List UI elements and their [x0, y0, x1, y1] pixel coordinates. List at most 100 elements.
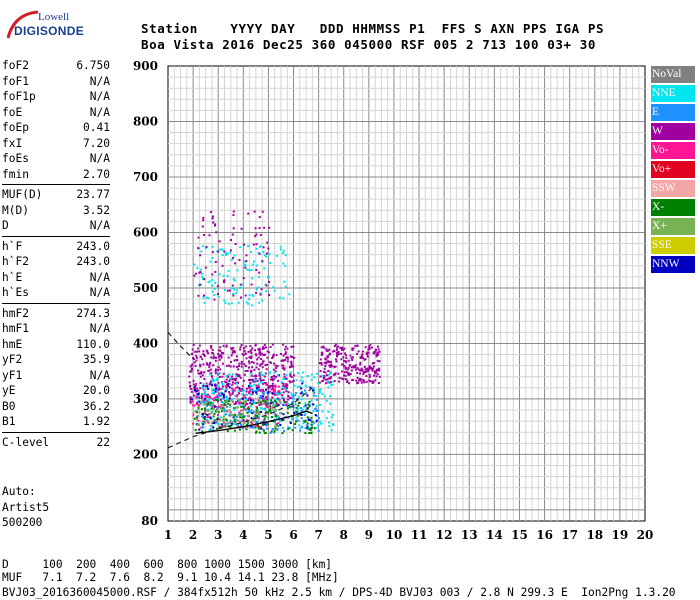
echo-point	[274, 370, 277, 373]
echo-point	[226, 252, 229, 255]
echo-point	[365, 380, 368, 383]
echo-point	[253, 420, 256, 423]
echo-point	[247, 350, 250, 353]
echo-point	[359, 357, 362, 360]
echo-point	[373, 361, 376, 364]
echo-point	[231, 421, 234, 424]
echo-point	[243, 363, 246, 366]
echo-point	[224, 424, 227, 427]
echo-point	[366, 351, 369, 354]
echo-point	[258, 252, 261, 255]
logo-line1: Lowell	[38, 11, 70, 23]
echo-point	[309, 403, 312, 406]
echo-point	[196, 393, 199, 396]
echo-point	[262, 354, 265, 357]
echo-point	[301, 408, 304, 411]
echo-point	[265, 424, 268, 427]
echo-point	[225, 253, 228, 256]
echo-point	[226, 402, 229, 405]
echo-point	[306, 426, 309, 429]
echo-point	[302, 371, 305, 374]
param-value: N/A	[89, 74, 110, 88]
param-value: 36.2	[83, 399, 110, 413]
echo-point	[220, 356, 223, 359]
echo-point	[239, 348, 242, 351]
echo-point	[352, 347, 355, 350]
echo-point	[277, 379, 280, 382]
echo-point	[244, 415, 247, 418]
echo-point	[295, 379, 298, 382]
echo-point	[250, 269, 253, 272]
echo-point	[249, 399, 252, 402]
echo-point	[291, 365, 294, 368]
echo-point	[197, 247, 200, 250]
echo-point	[225, 397, 228, 400]
param-row: B1 1.92	[2, 414, 110, 430]
echo-point	[265, 368, 268, 371]
echo-point	[192, 379, 195, 382]
echo-point	[240, 344, 243, 347]
echo-point	[276, 374, 279, 377]
echo-point	[297, 401, 300, 404]
echo-point	[280, 359, 283, 362]
echo-point	[224, 422, 227, 425]
echo-point	[292, 406, 295, 409]
echo-point	[259, 410, 262, 413]
param-value: N/A	[89, 105, 110, 119]
echo-point	[258, 364, 261, 367]
y-tick-label-bottom: 80	[141, 514, 158, 528]
echo-point	[234, 401, 237, 404]
echo-point	[240, 416, 243, 419]
echo-point	[216, 409, 219, 412]
echo-point	[321, 410, 324, 413]
echo-point	[260, 358, 263, 361]
param-key: hmF2	[2, 306, 29, 320]
echo-point	[230, 302, 233, 305]
echo-point	[218, 273, 221, 276]
echo-point	[287, 398, 290, 401]
echo-point	[328, 425, 331, 428]
echo-point	[231, 389, 234, 392]
echo-point	[257, 384, 260, 387]
echo-point	[255, 401, 258, 404]
echo-point	[282, 377, 285, 380]
echo-point	[222, 344, 225, 347]
echo-point	[254, 414, 257, 417]
echo-point	[271, 396, 274, 399]
echo-point	[300, 409, 303, 412]
echo-point	[263, 423, 266, 426]
echo-point	[240, 360, 243, 363]
echo-point	[209, 368, 212, 371]
echo-point	[322, 370, 325, 373]
echo-point	[334, 373, 337, 376]
echo-point	[378, 368, 381, 371]
echo-point	[211, 405, 214, 408]
echo-point	[255, 354, 258, 357]
echo-point	[250, 357, 253, 360]
echo-point	[214, 356, 217, 359]
echo-point	[282, 297, 285, 300]
echo-point	[197, 294, 200, 297]
echo-point	[211, 215, 214, 218]
echo-point	[358, 379, 361, 382]
header-row-labels: Station YYYY DAY DDD HHMMSS P1 FFS S AXN…	[141, 21, 605, 36]
echo-point	[262, 379, 265, 382]
echo-point	[267, 386, 270, 389]
echo-point	[251, 263, 254, 266]
echo-point	[255, 291, 258, 294]
echo-point	[333, 380, 336, 383]
echo-point	[203, 403, 206, 406]
echo-point	[333, 350, 336, 353]
echo-point	[318, 417, 321, 420]
echo-point	[224, 254, 227, 257]
echo-point	[295, 410, 298, 413]
echo-point	[228, 380, 231, 383]
echo-point	[368, 345, 371, 348]
echo-point	[225, 344, 228, 347]
echo-point	[268, 385, 271, 388]
echo-point	[375, 353, 378, 356]
echo-point	[247, 422, 250, 425]
echo-point	[236, 394, 239, 397]
echo-point	[261, 366, 264, 369]
echo-point	[251, 366, 254, 369]
